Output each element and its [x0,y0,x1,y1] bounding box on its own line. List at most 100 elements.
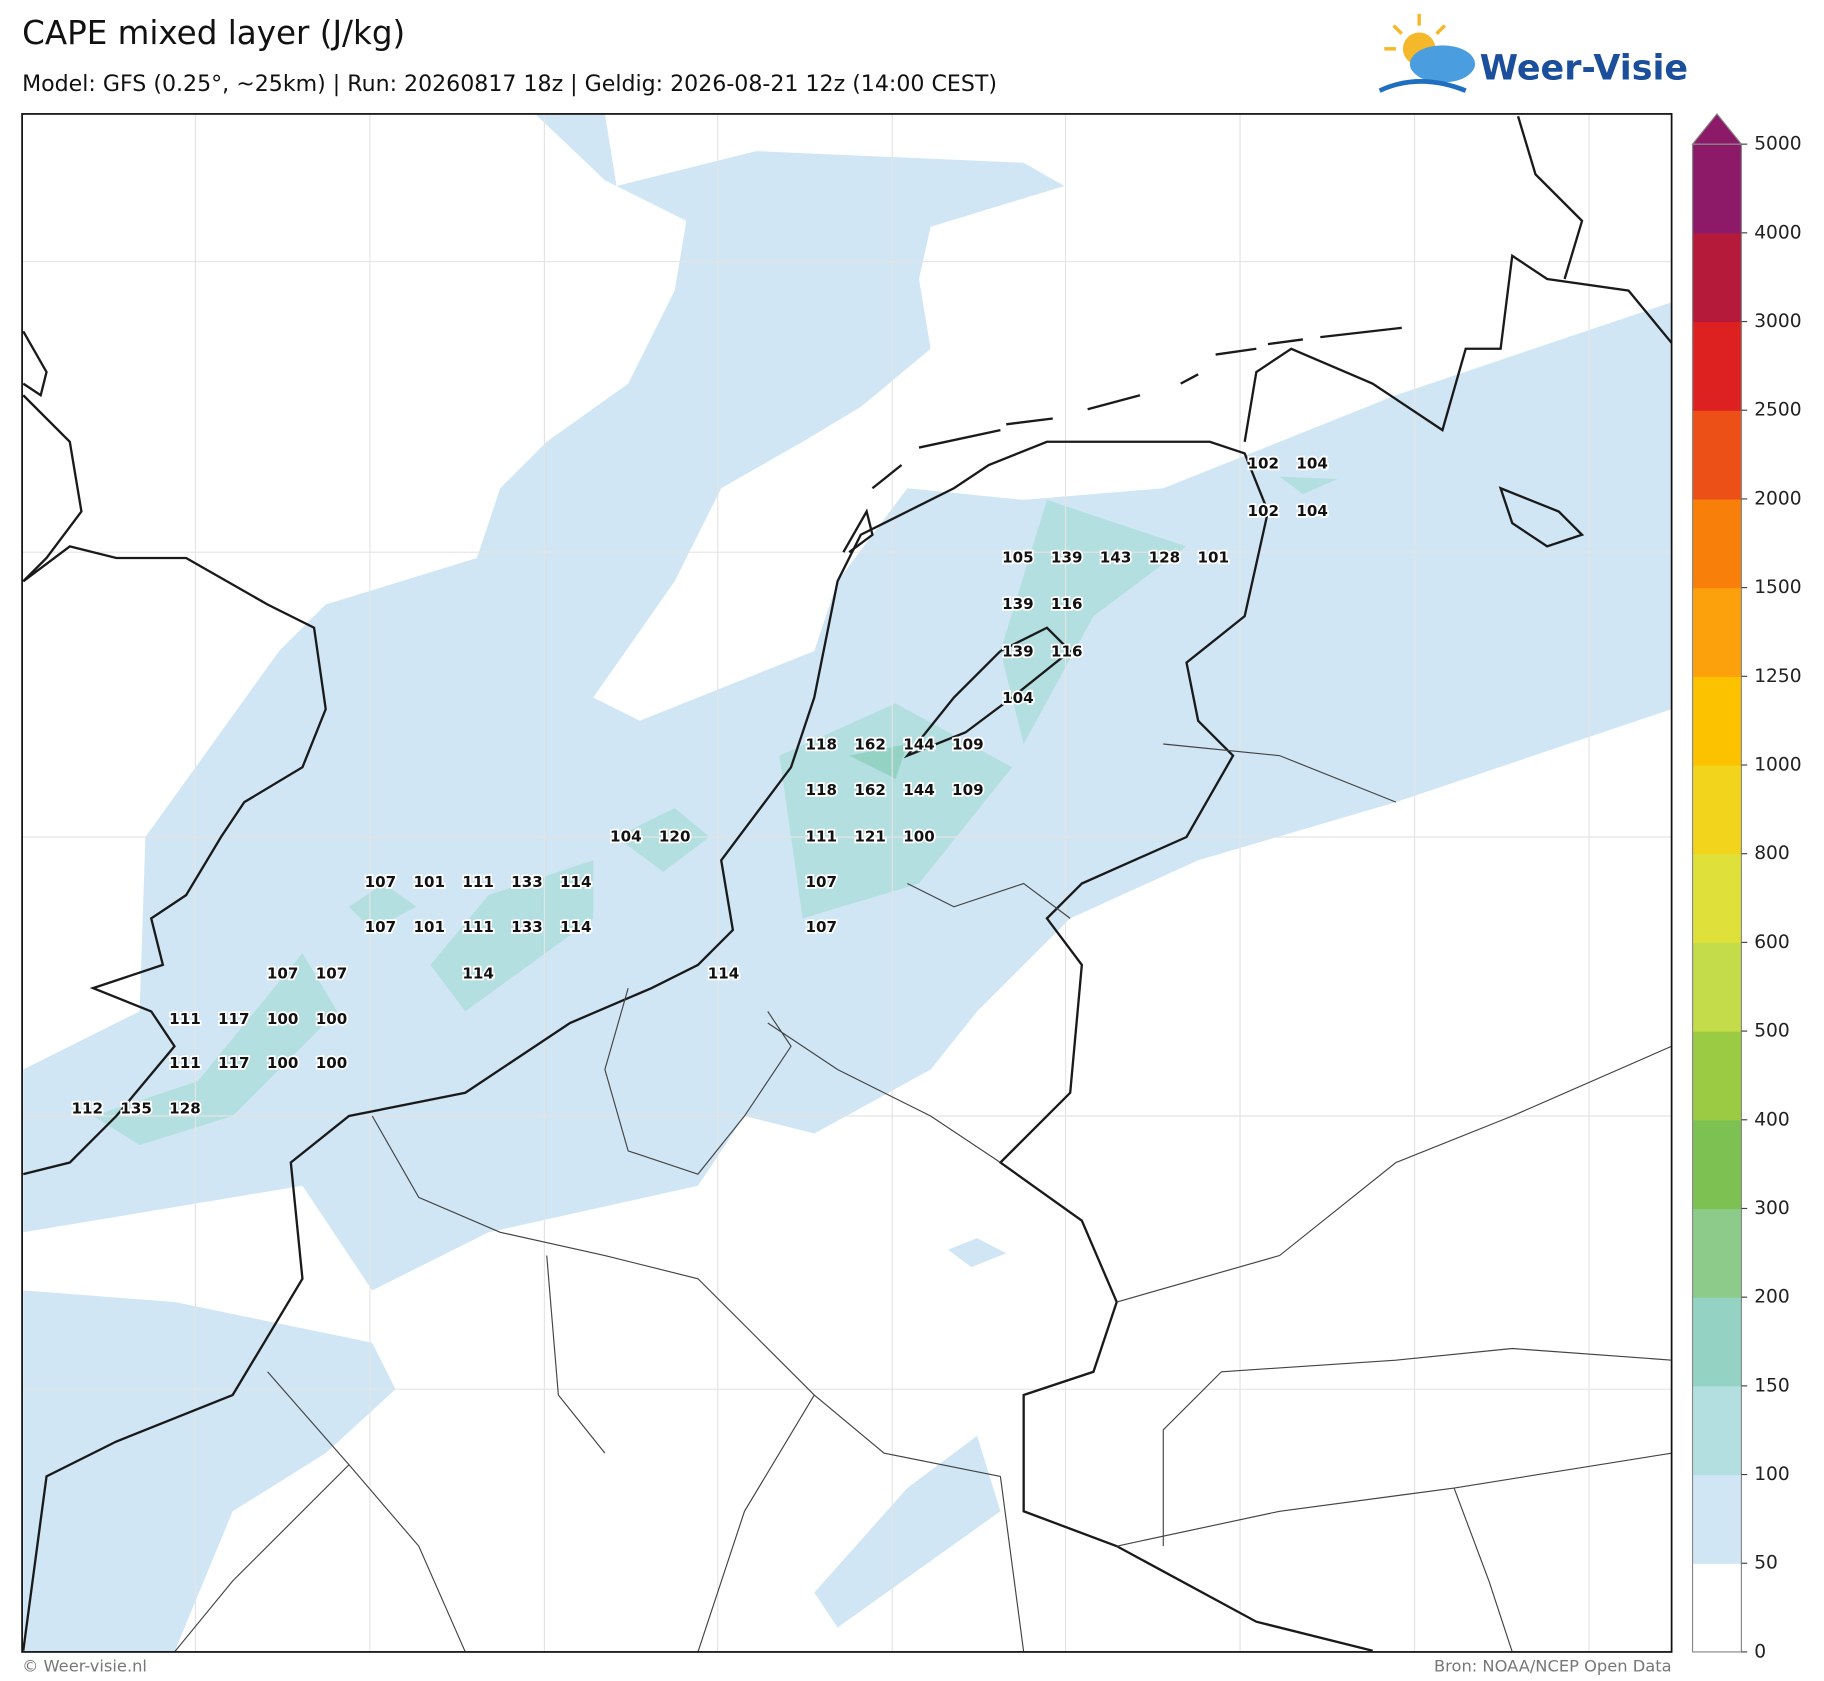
point-value: 107 [316,965,348,983]
colorbar-segment [1692,498,1742,589]
point-value: 111 [169,1054,201,1072]
point-value: 100 [316,1010,348,1028]
point-value: 101 [1198,549,1230,567]
point-value: 117 [218,1054,250,1072]
point-value: 105 [1002,549,1034,567]
point-value: 135 [120,1100,152,1118]
point-value: 100 [316,1054,348,1072]
map-area: 102 104 102 104 105 139 143 128 101 139 116 139 116 1… [22,113,1672,1652]
subtitle: Model: GFS (0.25°, ~25km) | Run: 2026081… [22,71,997,97]
point-value: 162 [854,736,886,754]
point-value: 101 [413,873,445,891]
colorbar-label: 3000 [1754,311,1801,332]
colorbar: 0 50 100 150 200 300 400 500 600 800 1000 1250 1500 2… [1691,113,1802,1662]
colorbar-segment [1692,410,1742,500]
footer-left: © Weer-visie.nl [22,1657,147,1676]
point-value: 120 [659,828,691,846]
map-frame [21,113,1673,1653]
colorbar-segment [1692,1474,1742,1564]
colorbar-segment [1692,232,1742,323]
point-value: 107 [365,873,397,891]
colorbar-label: 1000 [1754,755,1801,776]
colorbar-segment [1692,1563,1742,1653]
point-value: 111 [462,918,494,936]
colorbar-segment [1692,1297,1742,1387]
point-value: 111 [462,873,494,891]
point-value: 112 [71,1100,103,1118]
point-value: 102 [1248,502,1280,520]
point-value: 101 [413,918,445,936]
point-value: 143 [1100,549,1132,567]
point-value: 102 [1248,454,1280,472]
point-value: 117 [218,1010,250,1028]
point-value: 107 [805,918,837,936]
point-value: 144 [903,781,935,799]
point-value: 100 [903,828,935,846]
colorbar-label: 4000 [1754,222,1801,243]
point-value: 139 [1002,595,1034,613]
colorbar-segment [1692,587,1742,677]
point-value: 139 [1051,549,1083,567]
point-value: 107 [805,873,837,891]
point-value: 104 [610,828,642,846]
point-value: 114 [462,965,494,983]
colorbar-segment [1692,144,1742,234]
footer-right: Bron: NOAA/NCEP Open Data [1434,1657,1672,1676]
colorbar-label: 2500 [1754,400,1801,421]
colorbar-label: 50 [1754,1553,1778,1574]
colorbar-segment [1692,1385,1742,1476]
point-value: 133 [511,918,543,936]
colorbar-segment [1692,676,1742,766]
colorbar-label: 150 [1754,1375,1790,1396]
colorbar-segment [1692,1031,1742,1121]
colorbar-segment [1692,765,1742,855]
point-value: 111 [805,828,837,846]
point-value: 107 [267,965,299,983]
colorbar-label: 5000 [1754,134,1801,155]
point-value: 107 [365,918,397,936]
point-value: 114 [560,873,592,891]
point-value: 104 [1296,454,1328,472]
colorbar-label: 300 [1754,1198,1790,1219]
colorbar-label: 800 [1754,843,1790,864]
point-value: 139 [1002,643,1034,661]
point-value: 104 [1296,502,1328,520]
colorbar-frame [1691,143,1742,1653]
title: CAPE mixed layer (J/kg) [22,14,405,52]
colorbar-segment [1692,942,1742,1032]
point-value: 100 [267,1010,299,1028]
point-value: 128 [169,1100,201,1118]
point-value: 118 [805,736,837,754]
point-value: 109 [952,736,984,754]
point-value: 109 [952,781,984,799]
logo: Weer-Visie [1378,13,1688,93]
colorbar-label: 500 [1754,1021,1790,1042]
colorbar-label: 1500 [1754,577,1801,598]
colorbar-label: 200 [1754,1287,1790,1308]
logo-text: Weer-Visie [1480,49,1688,89]
point-labels: 102 104 102 104 105 139 143 128 101 139 116 139 116 1… [70,453,1330,1120]
point-value: 116 [1051,643,1083,661]
colorbar-segment [1692,1119,1742,1210]
point-value: 133 [511,873,543,891]
point-value: 162 [854,781,886,799]
colorbar-label: 1250 [1754,666,1801,687]
colorbar-label: 100 [1754,1464,1790,1485]
colorbar-label: 400 [1754,1109,1790,1130]
colorbar-label: 2000 [1754,488,1801,509]
point-value: 114 [560,918,592,936]
point-value: 104 [1002,689,1034,707]
point-value: 144 [903,736,935,754]
point-value: 118 [805,781,837,799]
point-value: 116 [1051,595,1083,613]
colorbar-label: 600 [1754,932,1790,953]
point-value: 121 [854,828,886,846]
point-value: 128 [1149,549,1181,567]
colorbar-label: 0 [1754,1641,1766,1662]
colorbar-segment [1692,321,1742,411]
colorbar-extend [1691,113,1743,145]
point-value: 111 [169,1010,201,1028]
colorbar-segment [1692,853,1742,943]
